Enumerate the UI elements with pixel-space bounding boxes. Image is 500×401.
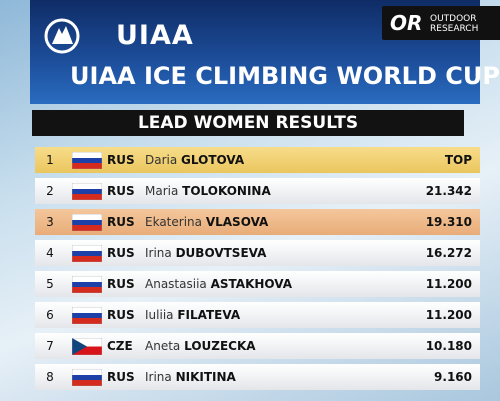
athlete-name: Aneta LOUZECKA — [145, 333, 256, 359]
score: 11.200 — [425, 277, 472, 291]
result-row: 7 CZE Aneta LOUZECKA 10.180 — [35, 333, 480, 359]
sponsor-name: OUTDOOR RESEARCH — [430, 14, 479, 34]
athlete-name: Anastasiia ASTAKHOVA — [145, 271, 292, 297]
last-name: NIKITINA — [175, 370, 236, 384]
score: 21.342 — [425, 184, 472, 198]
last-name: GLOTOVA — [181, 153, 245, 167]
rank: 8 — [46, 370, 54, 384]
rank: 7 — [46, 339, 54, 353]
athlete-name: Daria GLOTOVA — [145, 147, 244, 173]
country-code: RUS — [107, 370, 135, 384]
country-code: RUS — [107, 308, 135, 322]
score: 16.272 — [425, 246, 472, 260]
athlete-name: Ekaterina VLASOVA — [145, 209, 268, 235]
first-name: Ekaterina — [145, 215, 202, 229]
first-name: Irina — [145, 246, 172, 260]
rank: 1 — [46, 153, 54, 167]
last-name: FILATEVA — [177, 308, 241, 322]
first-name: Irina — [145, 370, 172, 384]
rank: 2 — [46, 184, 54, 198]
last-name: ASTAKHOVA — [210, 277, 293, 291]
result-row: 2 RUS Maria TOLOKONINA 21.342 — [35, 178, 480, 204]
first-name: Daria — [145, 153, 178, 167]
flag — [72, 276, 102, 293]
rank: 3 — [46, 215, 54, 229]
last-name: LOUZECKA — [184, 339, 256, 353]
first-name: Anastasiia — [145, 277, 207, 291]
result-row: 3 RUS Ekaterina VLASOVA 19.310 — [35, 209, 480, 235]
country-code: RUS — [107, 277, 135, 291]
athlete-name: Irina DUBOVTSEVA — [145, 240, 266, 266]
flag — [72, 245, 102, 262]
result-row: 4 RUS Irina DUBOVTSEVA 16.272 — [35, 240, 480, 266]
sponsor-mark: OR — [390, 11, 423, 35]
flag — [72, 152, 102, 169]
flag — [72, 307, 102, 324]
logo-icon — [44, 18, 80, 54]
sponsor-badge: OR OUTDOOR RESEARCH — [382, 6, 500, 40]
country-code: CZE — [107, 339, 133, 353]
first-name: Iuliia — [145, 308, 174, 322]
flag — [72, 369, 102, 386]
flag — [72, 338, 102, 355]
result-row: 1 RUS Daria GLOTOVA TOP — [35, 147, 480, 173]
athlete-name: Iuliia FILATEVA — [145, 302, 240, 328]
last-name: TOLOKONINA — [182, 184, 271, 198]
subtitle: LEAD WOMEN RESULTS — [32, 110, 464, 136]
flag — [72, 183, 102, 200]
country-code: RUS — [107, 153, 135, 167]
country-code: RUS — [107, 246, 135, 260]
flag — [72, 214, 102, 231]
first-name: Aneta — [145, 339, 181, 353]
rank: 5 — [46, 277, 54, 291]
header-panel: UIAA OR OUTDOOR RESEARCH UIAA ICE CLIMBI… — [30, 0, 500, 104]
score: 19.310 — [425, 215, 472, 229]
score: 11.200 — [425, 308, 472, 322]
score: 10.180 — [425, 339, 472, 353]
rank: 6 — [46, 308, 54, 322]
country-code: RUS — [107, 215, 135, 229]
first-name: Maria — [145, 184, 179, 198]
score: 9.160 — [434, 370, 472, 384]
last-name: VLASOVA — [205, 215, 269, 229]
result-row: 8 RUS Irina NIKITINA 9.160 — [35, 364, 480, 390]
rank: 4 — [46, 246, 54, 260]
logo-text: UIAA — [116, 20, 194, 51]
result-row: 5 RUS Anastasiia ASTAKHOVA 11.200 — [35, 271, 480, 297]
last-name: DUBOVTSEVA — [175, 246, 267, 260]
athlete-name: Irina NIKITINA — [145, 364, 236, 390]
result-row: 6 RUS Iuliia FILATEVA 11.200 — [35, 302, 480, 328]
athlete-name: Maria TOLOKONINA — [145, 178, 271, 204]
country-code: RUS — [107, 184, 135, 198]
title: UIAA ICE CLIMBING WORLD CUP — [70, 62, 500, 90]
score: TOP — [444, 153, 472, 167]
